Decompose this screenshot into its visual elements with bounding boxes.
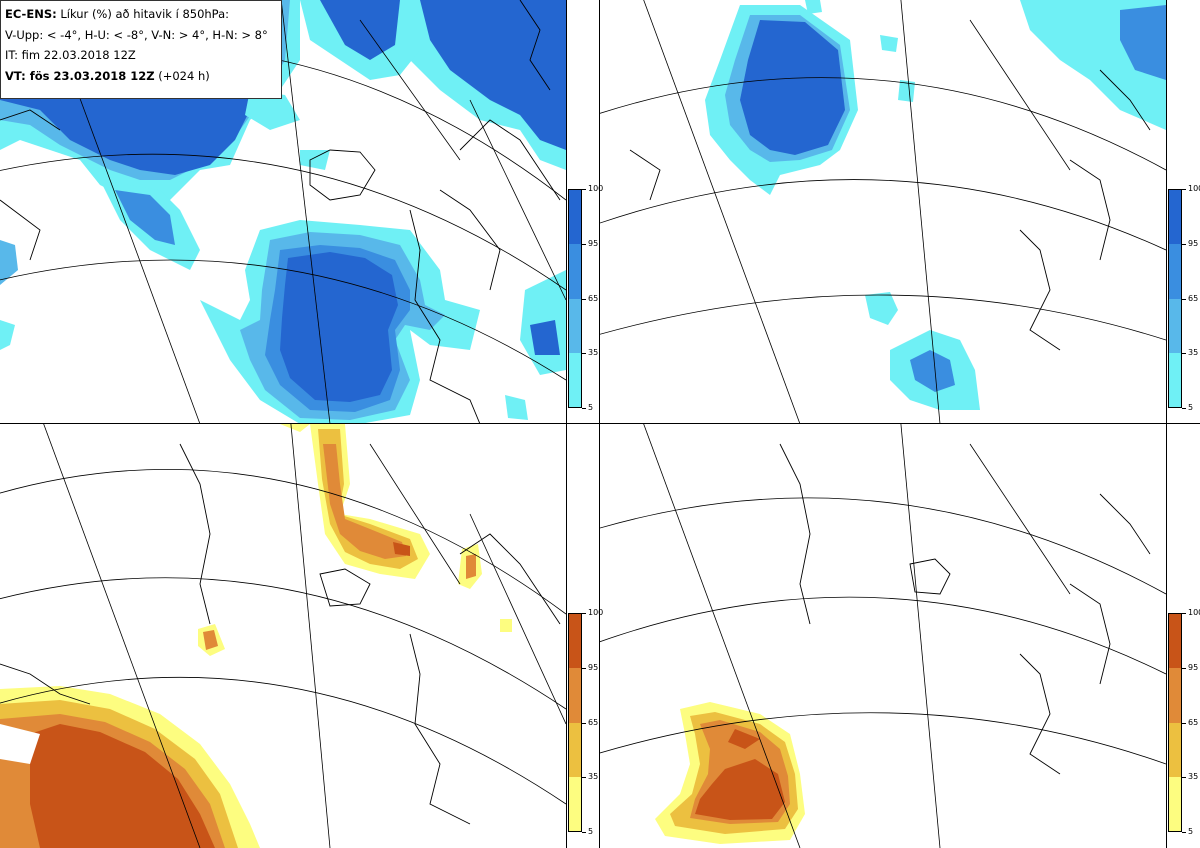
colorbar-label: 5 <box>1188 827 1194 836</box>
colorbar-tick <box>582 243 586 245</box>
colorbar-segment <box>568 298 582 354</box>
colorbar-tick <box>1182 189 1186 190</box>
colorbar-frame <box>1168 613 1182 832</box>
divider-vertical-left <box>566 0 567 848</box>
colorbar-segment <box>1168 777 1182 832</box>
colorbar-tick <box>1182 777 1186 779</box>
colorbar-segment <box>568 189 582 244</box>
colorbar-segment <box>1168 298 1182 354</box>
colorbar-label: 100 <box>1188 184 1200 193</box>
colorbar-warm-bottom-right: 100 95 65 35 5 <box>1168 609 1200 836</box>
map-panel-warm-4 <box>0 424 566 848</box>
colorbar-label: 35 <box>1188 348 1199 358</box>
colorbar-label: 35 <box>1188 772 1199 782</box>
colorbar-tick <box>582 298 586 300</box>
colorbar-tick <box>1182 243 1186 245</box>
map-panel-warm-8 <box>600 424 1166 848</box>
colorbar-tick <box>1182 667 1186 669</box>
colorbar-segment <box>568 613 582 668</box>
colorbar-segment <box>568 722 582 778</box>
colorbar-tick <box>1182 353 1186 355</box>
map-panel-cold-8 <box>600 0 1166 424</box>
colorbar-tick <box>1182 298 1186 300</box>
graticule <box>0 424 566 848</box>
colorbar-label: 65 <box>588 717 599 727</box>
colorbar-label: 35 <box>588 772 599 782</box>
colorbar-label: 65 <box>1188 717 1199 727</box>
colorbar-label: 35 <box>588 348 599 358</box>
issue-time: IT: fim 22.03.2018 12Z <box>5 48 136 62</box>
probability-field <box>655 702 805 844</box>
colorbar-warm-bottom-left: 100 95 65 35 5 <box>568 609 603 836</box>
probability-field <box>0 424 512 848</box>
colorbar-tick <box>1182 613 1186 614</box>
colorbar-label: 95 <box>588 662 599 672</box>
legend-box: EC-ENS: Líkur (%) að hitavik í 850hPa: V… <box>0 0 282 99</box>
colorbar-tick <box>582 613 586 614</box>
colorbar-segment <box>1168 722 1182 778</box>
coastline <box>0 0 561 424</box>
threshold-line: V-Upp: < -4°, H-U: < -8°, V-N: > 4°, H-N… <box>5 27 268 42</box>
coastline <box>0 443 561 825</box>
colorbar-label: 5 <box>588 827 594 836</box>
legend-title-line: EC-ENS: Líkur (%) að hitavik í 850hPa: <box>5 4 277 25</box>
graticule <box>600 424 1166 848</box>
colorbar-segment <box>568 777 582 832</box>
colorbar-frame <box>1168 189 1182 408</box>
colorbar-label: 5 <box>588 403 594 412</box>
colorbar-frame <box>568 189 582 408</box>
colorbar-tick <box>1182 722 1186 724</box>
colorbar-segment <box>1168 613 1182 668</box>
colorbar-label: 95 <box>1188 238 1199 248</box>
colorbar-segment <box>1168 189 1182 244</box>
legend-title: Líkur (%) að hitavik í 850hPa: <box>60 7 230 21</box>
colorbar-cold-top-right: 100 95 65 35 5 <box>1168 185 1200 412</box>
colorbar-label: 95 <box>1188 662 1199 672</box>
colorbar-tick <box>582 722 586 724</box>
colorbar-segment <box>568 243 582 299</box>
valid-time-line: VT: fös 23.03.2018 12Z (+024 h) <box>5 66 277 87</box>
colorbar-tick <box>582 667 586 669</box>
colorbar-label: 65 <box>588 293 599 303</box>
colorbar-label: 5 <box>1188 403 1194 412</box>
colorbar-segment <box>568 667 582 723</box>
probability-field <box>705 0 1166 410</box>
colorbar-label: 95 <box>588 238 599 248</box>
colorbar-segment <box>1168 667 1182 723</box>
colorbar-tick <box>582 408 586 409</box>
coastline <box>629 69 1151 351</box>
coastline <box>779 443 1151 775</box>
divider-vertical-right <box>599 0 600 848</box>
colorbar-tick <box>1182 832 1186 833</box>
graticule <box>600 0 1166 424</box>
colorbar-tick <box>582 777 586 779</box>
colorbar-tick <box>582 189 586 190</box>
valid-time: VT: fös 23.03.2018 12Z <box>5 68 155 83</box>
colorbar-segment <box>1168 243 1182 299</box>
colorbar-label: 100 <box>588 608 604 617</box>
colorbar-frame <box>568 613 582 832</box>
colorbar-cold-top-left: 100 95 65 35 5 <box>568 185 603 412</box>
lead-time: (+024 h) <box>158 68 210 83</box>
colorbar-label: 100 <box>1188 608 1200 617</box>
colorbar-segment <box>1168 353 1182 408</box>
divider-vertical-far <box>1166 0 1167 848</box>
colorbar-tick <box>582 353 586 355</box>
colorbar-label: 65 <box>1188 293 1199 303</box>
colorbar-tick <box>582 832 586 833</box>
colorbar-segment <box>568 353 582 408</box>
colorbar-label: 100 <box>588 184 604 193</box>
colorbar-tick <box>1182 408 1186 409</box>
model-name: EC-ENS: <box>5 7 57 21</box>
divider-horizontal <box>0 423 1200 424</box>
